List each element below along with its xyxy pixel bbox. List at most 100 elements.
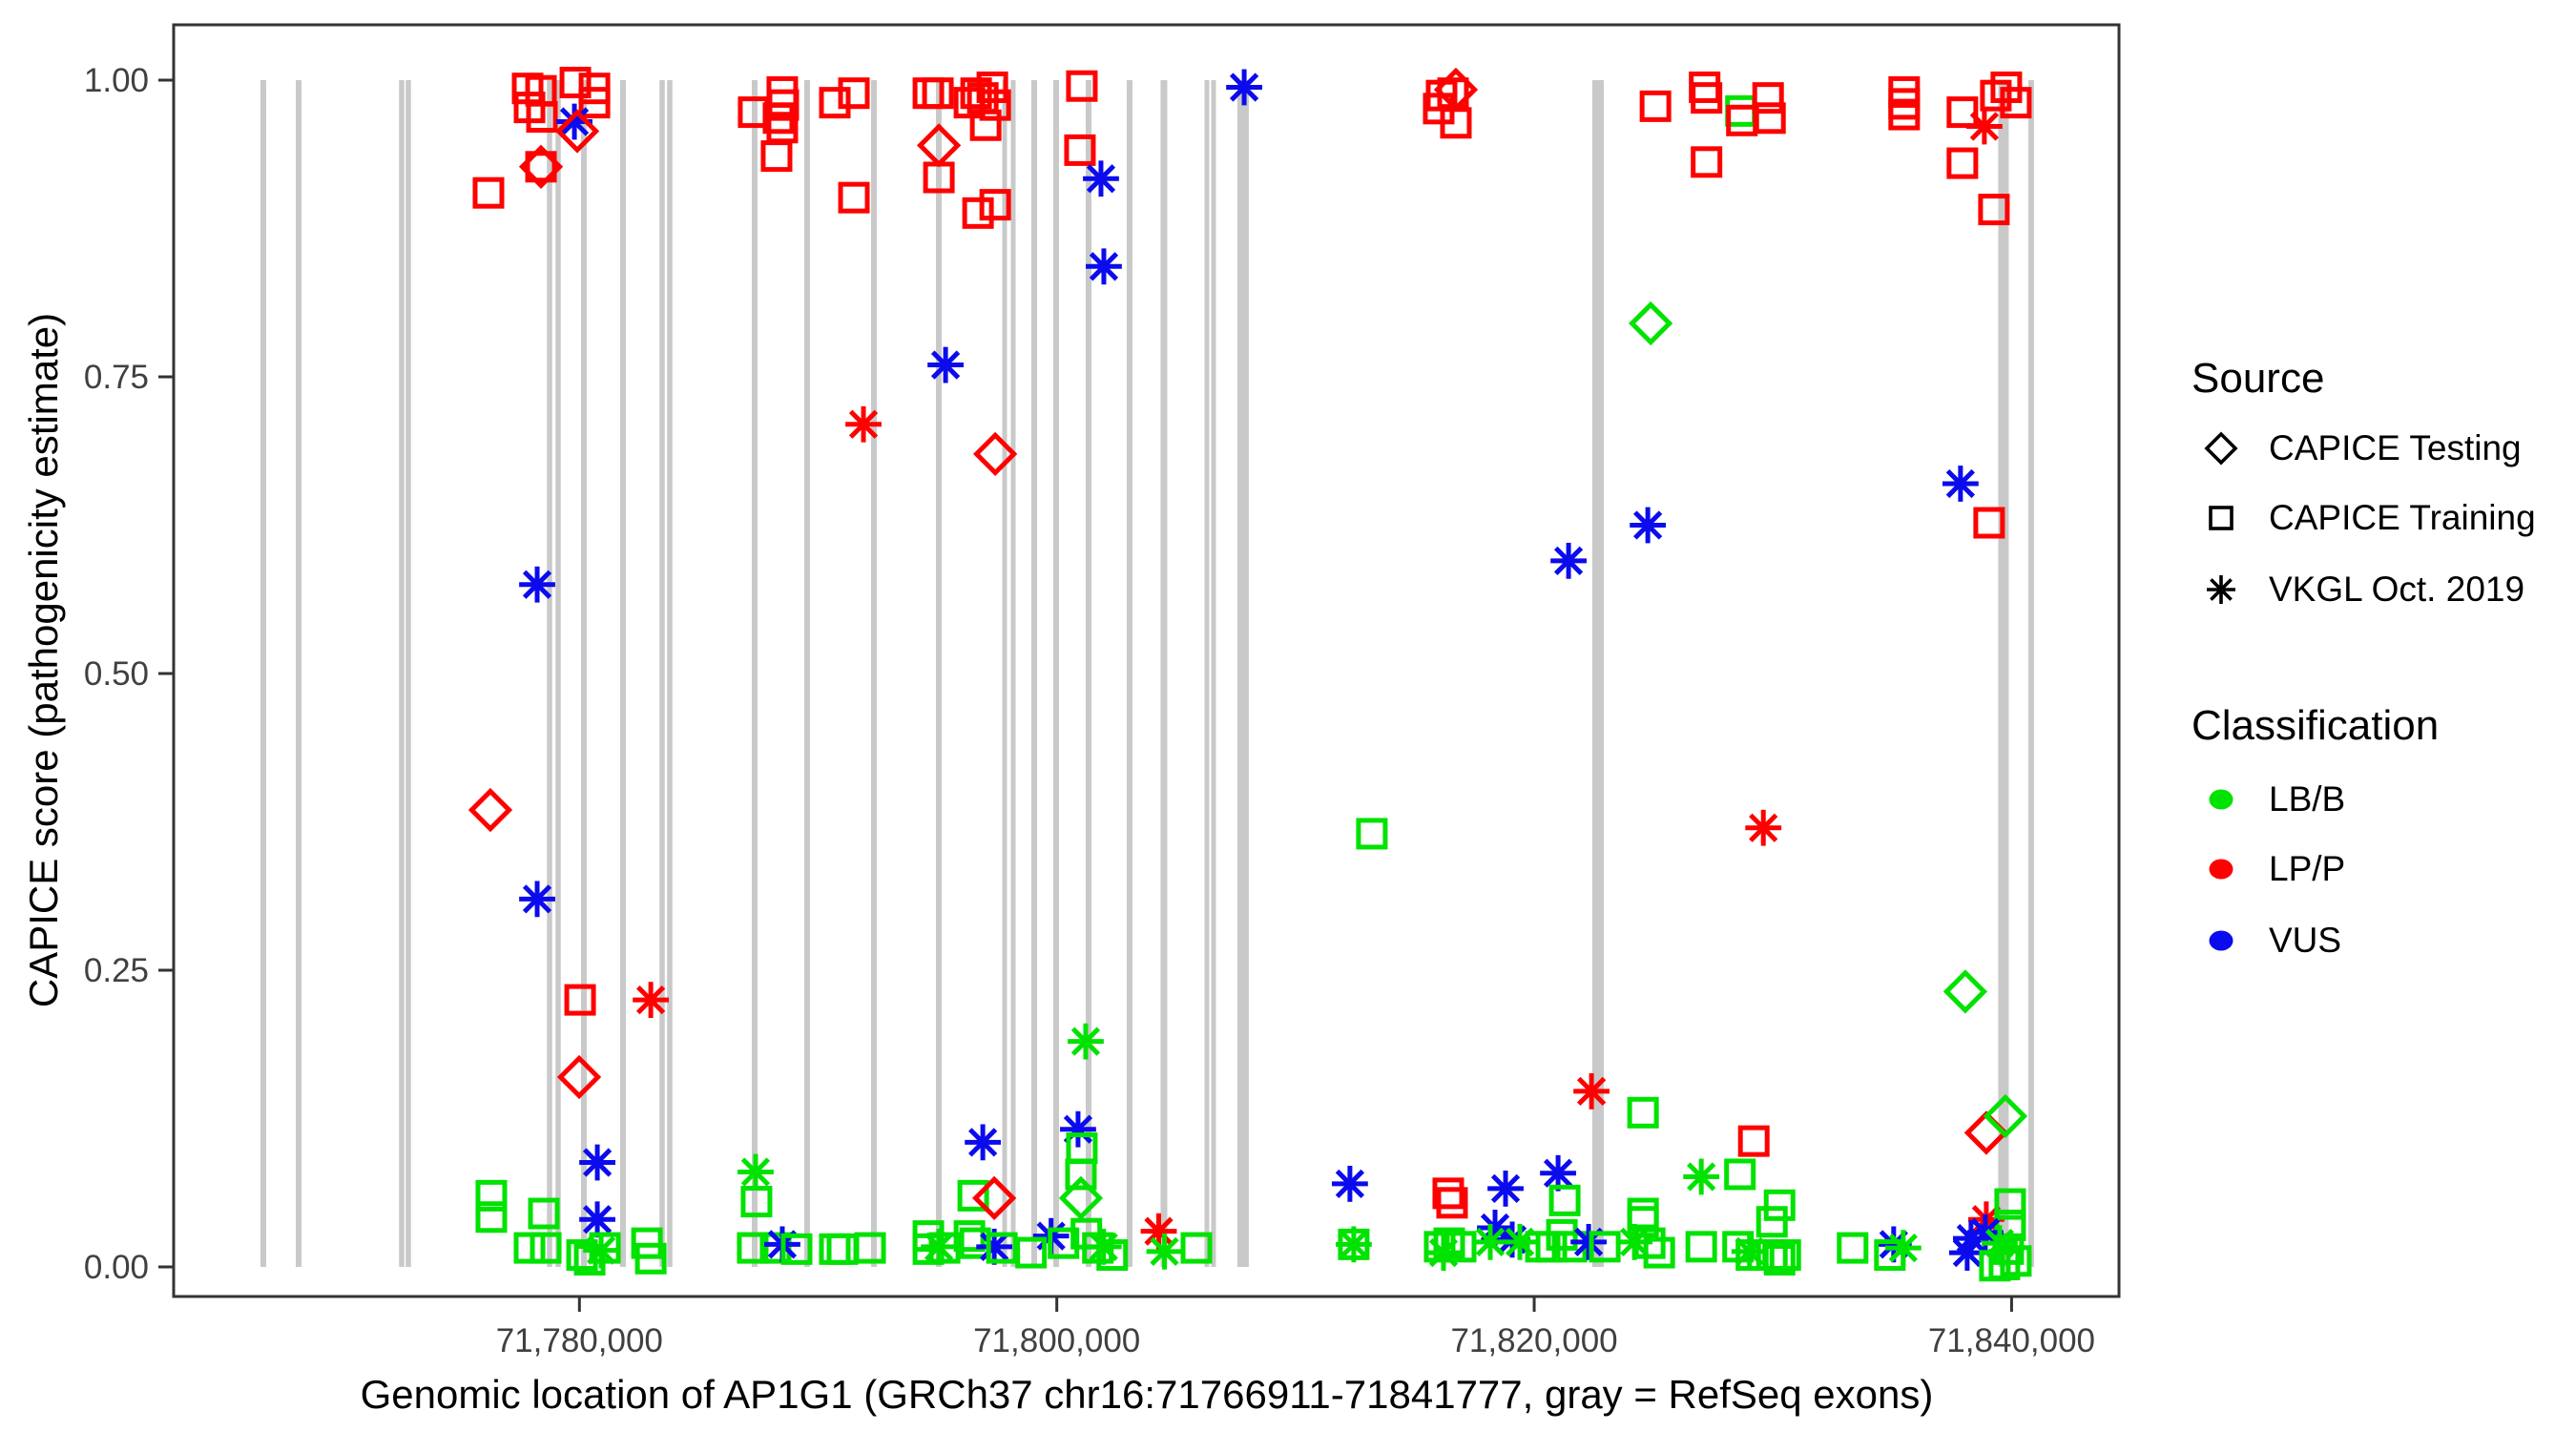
y-tick-label: 0.25: [84, 952, 149, 989]
data-point: [475, 1201, 508, 1234]
data-point: [1332, 1166, 1368, 1202]
data-point: [1769, 1239, 1801, 1272]
exon-bar: [803, 80, 810, 1267]
data-point: [1982, 1225, 2018, 1262]
exon-bar: [751, 80, 758, 1267]
data-point: [556, 103, 592, 140]
data-point: [1980, 79, 2012, 112]
data-point: [472, 176, 505, 209]
data-point: [1096, 1239, 1129, 1272]
data-point: [1633, 1227, 1666, 1259]
exon-bar: [667, 80, 673, 1267]
exon-bar: [619, 80, 626, 1267]
exon-bar: [295, 80, 301, 1267]
data-point: [579, 1144, 615, 1181]
legend-item-lpp: LP/P: [2198, 842, 2345, 896]
legend-label: CAPICE Training: [2269, 498, 2536, 537]
data-point: [556, 1054, 602, 1100]
data-point: [1643, 1236, 1675, 1269]
data-point: [1691, 146, 1723, 178]
data-point: [1336, 1226, 1372, 1263]
data-point: [1752, 82, 1784, 114]
lbb-dot-icon: [2209, 789, 2233, 810]
data-point: [838, 181, 870, 214]
data-point: [986, 1232, 1018, 1264]
data-point: [1994, 1209, 2026, 1241]
data-point: [1423, 1231, 1456, 1263]
exon-bar: [659, 80, 665, 1267]
legend-item-lbb: LB/B: [2198, 773, 2345, 826]
data-point: [1837, 1232, 1869, 1264]
exon-bar: [1052, 80, 1059, 1267]
data-point: [633, 982, 670, 1018]
data-point: [976, 71, 1008, 103]
exon-bar: [399, 80, 405, 1267]
data-point: [1085, 1228, 1122, 1265]
data-point: [564, 984, 596, 1016]
data-point: [528, 1197, 560, 1230]
legend-label: VUS: [2269, 921, 2342, 960]
data-point: [1979, 1250, 2011, 1282]
data-point: [1726, 104, 1758, 136]
data-point: [519, 566, 555, 603]
data-point: [923, 161, 955, 194]
data-point: [1060, 1110, 1096, 1148]
data-point: [979, 89, 1011, 121]
exon-bar: [1591, 80, 1604, 1267]
exon-bar: [1204, 80, 1210, 1267]
data-point: [819, 87, 851, 119]
exon-bar: [405, 80, 411, 1267]
data-point: [1570, 1223, 1607, 1260]
data-point: [1540, 1154, 1576, 1192]
data-point: [1425, 1234, 1462, 1271]
y-tick-label: 0.00: [84, 1249, 149, 1286]
square-icon: [2209, 506, 2233, 530]
data-point: [1691, 82, 1723, 114]
exon-bar: [1998, 80, 2009, 1267]
points-layer: [467, 66, 2032, 1282]
exon-bar: [1236, 80, 1249, 1267]
data-point: [1058, 1175, 1104, 1220]
data-point: [1745, 809, 1782, 846]
data-point: [559, 66, 592, 98]
data-point: [1994, 1188, 2026, 1220]
exon-bar: [870, 80, 877, 1267]
data-point: [1065, 1158, 1097, 1191]
data-point: [826, 1233, 859, 1265]
data-point: [780, 1233, 813, 1265]
data-point: [589, 1232, 621, 1264]
data-point: [962, 197, 994, 229]
y-axis-title: CAPICE score (pathogenicity estimate): [21, 312, 66, 1008]
legend-item-capice-testing: CAPICE Testing: [2198, 422, 2522, 475]
data-point: [1627, 1197, 1659, 1230]
data-point: [1685, 1231, 1717, 1263]
data-point: [579, 1201, 615, 1238]
data-point: [1737, 1125, 1770, 1157]
vus-dot-icon: [2209, 930, 2233, 951]
exon-bar: [2027, 80, 2034, 1267]
data-point: [740, 1186, 773, 1218]
x-tick-label: 71,840,000: [1928, 1322, 2095, 1359]
data-point: [971, 1175, 1017, 1220]
data-point: [1487, 1170, 1524, 1207]
data-point: [1754, 102, 1786, 135]
exon-bar: [1126, 80, 1132, 1267]
asterisk-icon: [2207, 575, 2235, 604]
data-point: [1086, 248, 1122, 285]
data-point: [554, 109, 600, 154]
data-point: [737, 1232, 769, 1264]
data-point: [922, 77, 954, 110]
data-point: [1973, 507, 2005, 539]
exon-bar: [260, 80, 266, 1267]
legend-label: CAPICE Testing: [2269, 428, 2522, 467]
data-point: [1946, 96, 1979, 129]
data-point: [1066, 70, 1098, 102]
data-point: [1755, 1206, 1788, 1238]
data-point: [1064, 134, 1096, 166]
data-point: [1630, 507, 1667, 544]
data-point: [1946, 147, 1979, 179]
data-point: [1502, 1223, 1538, 1260]
x-tick-label: 71,800,000: [973, 1322, 1140, 1359]
data-point: [1725, 94, 1757, 127]
